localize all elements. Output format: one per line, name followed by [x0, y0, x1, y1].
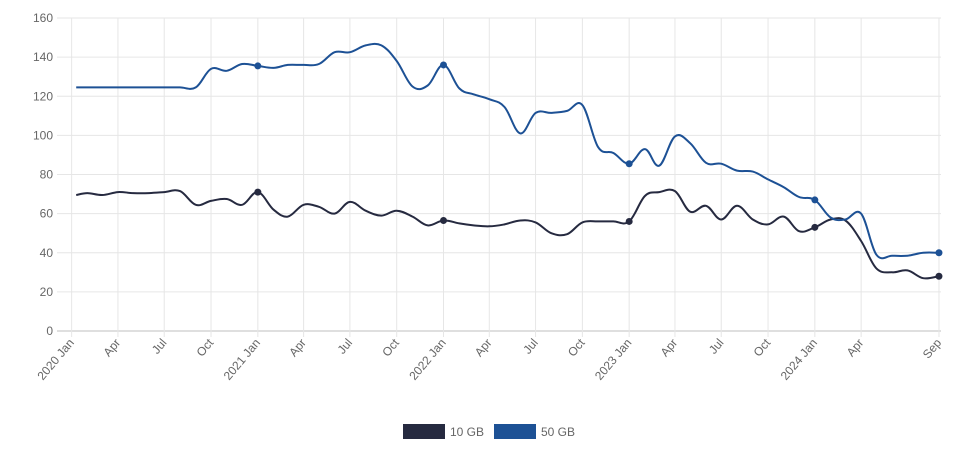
- legend-item-series-0[interactable]: 10 GB: [402, 424, 484, 439]
- x-tick-label-4: 2021 Jan: [221, 336, 263, 383]
- x-tick-label-2: Jul: [149, 336, 170, 357]
- series-layer: [76, 42, 943, 280]
- x-tick-label-13: Apr: [658, 336, 681, 359]
- x-tick-label-16: 2024 Jan: [778, 336, 820, 383]
- y-tick-label-0: 0: [46, 324, 53, 338]
- series-1-point-3: [811, 196, 819, 204]
- x-tick-label-8: 2022 Jan: [406, 336, 448, 383]
- legend: 10 GB 50 GB: [0, 424, 978, 439]
- y-tick-label-6: 120: [33, 89, 53, 103]
- x-tick-label-1: Apr: [101, 336, 124, 359]
- x-tick-label-18: Sep: [920, 336, 945, 362]
- x-tick-label-5: Apr: [286, 336, 309, 359]
- x-tick-label-3: Oct: [194, 335, 217, 359]
- x-tick-label-7: Oct: [379, 335, 402, 359]
- grid: [57, 17, 941, 337]
- x-tick-label-9: Apr: [472, 336, 495, 359]
- y-tick-label-1: 20: [40, 285, 54, 299]
- series-1-point-0: [254, 62, 262, 70]
- x-tick-label-12: 2023 Jan: [592, 336, 634, 383]
- x-tick-label-0: 2020 Jan: [34, 336, 76, 383]
- legend-swatch-series-1: [494, 424, 536, 439]
- series-1-point-2: [625, 160, 633, 168]
- x-tick-label-14: Jul: [706, 336, 727, 357]
- legend-item-series-1[interactable]: 50 GB: [494, 424, 575, 439]
- series-0-point-1: [440, 216, 448, 224]
- series-1-point-4: [935, 249, 943, 257]
- x-tick-label-6: Jul: [335, 336, 356, 357]
- series-0-point-3: [811, 223, 819, 231]
- series-line-1: [76, 42, 940, 260]
- series-line-0: [76, 188, 940, 280]
- series-1-point-1: [440, 61, 448, 69]
- y-axis: 0 20 40 60 80 100 120 140 160: [33, 11, 53, 338]
- legend-label-series-1: 50 GB: [541, 424, 576, 439]
- x-tick-label-11: Oct: [565, 335, 588, 359]
- x-tick-label-15: Oct: [751, 335, 774, 359]
- y-tick-label-7: 140: [33, 50, 53, 64]
- y-tick-label-8: 160: [33, 11, 53, 25]
- y-tick-label-4: 80: [40, 168, 54, 182]
- legend-swatch-series-0: [402, 424, 445, 439]
- x-axis: 2020 Jan Apr Jul Oct 2021 Jan Apr Jul Oct 2022 J…: [34, 335, 944, 382]
- series-0-point-0: [254, 188, 262, 196]
- y-tick-label-5: 100: [33, 128, 53, 142]
- legend-label-series-0: 10 GB: [449, 424, 484, 439]
- x-tick-label-17: Apr: [844, 336, 867, 359]
- series-0-point-4: [935, 272, 943, 280]
- x-tick-label-10: Jul: [520, 336, 541, 357]
- y-tick-label-3: 60: [40, 207, 54, 221]
- series-0-point-2: [625, 217, 633, 225]
- y-tick-label-2: 40: [40, 246, 54, 260]
